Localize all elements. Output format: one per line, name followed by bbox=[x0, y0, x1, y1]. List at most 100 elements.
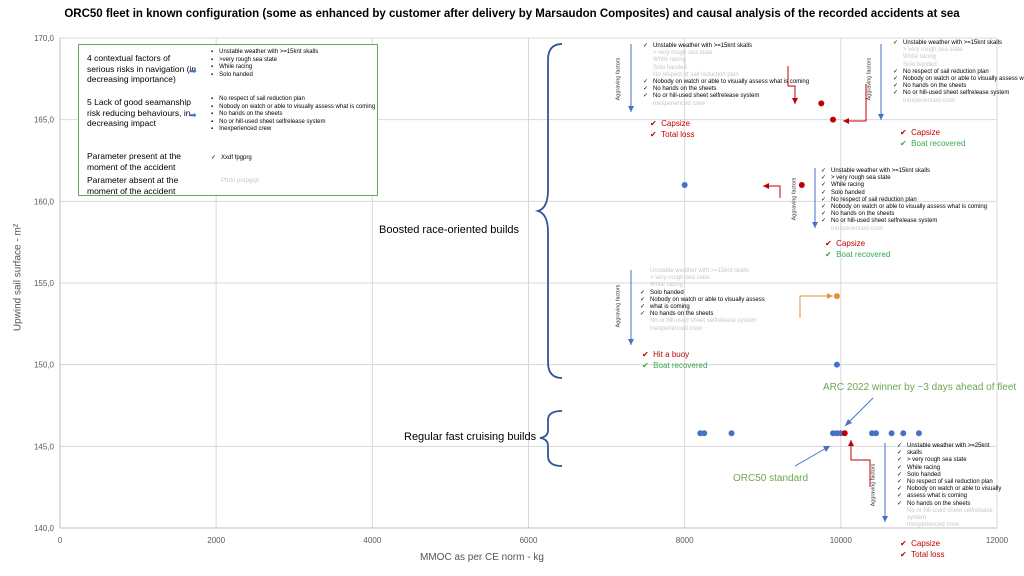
legend-item: >very rough sea state bbox=[211, 57, 318, 65]
connector-4 bbox=[799, 295, 833, 318]
legend-group2-title: 5 Lack of good seamanship risk reducing … bbox=[87, 97, 191, 128]
check-icon: ✓ bbox=[821, 182, 827, 189]
factor-line: ✓ No hands on the sheets bbox=[893, 83, 967, 90]
aggr-factors-label: Aggraving factors bbox=[615, 284, 622, 328]
factor-line: ✓ No respect of sail reduction plan bbox=[893, 68, 989, 75]
factor-line: ✓ what is coming bbox=[640, 304, 690, 311]
check-icon: ✔ bbox=[650, 130, 657, 139]
arc-winner-label: ARC 2022 winner by ~3 days ahead of flee… bbox=[823, 382, 1017, 393]
data-point bbox=[701, 430, 708, 437]
aggr-factors-label: Aggraving factors bbox=[615, 57, 622, 101]
factor-line: ✓ Nobody on watch or able to visually ass… bbox=[643, 79, 810, 86]
legend-item: No hands on the sheets bbox=[211, 111, 375, 119]
factor-note-2: ✓ Unstable weather with >=15knt skalls > v… bbox=[893, 40, 1024, 105]
legend-absent-label: Parameter absent at the moment of the ac… bbox=[87, 175, 179, 196]
factor-line: Solo handed bbox=[653, 64, 687, 71]
y-tick-label: 155,0 bbox=[34, 279, 55, 288]
factor-line: ✓ No or hill-used sheet selfrelease syste… bbox=[643, 93, 760, 100]
check-icon: ✔ bbox=[900, 128, 907, 137]
arrow-head-icon bbox=[882, 516, 888, 522]
x-tick-label: 0 bbox=[58, 536, 63, 545]
data-point bbox=[833, 293, 840, 300]
x-tick-label: 8000 bbox=[676, 536, 694, 545]
factor-line: ✓ No hands on the sheets bbox=[643, 86, 717, 93]
check-icon: ✓ bbox=[897, 479, 903, 486]
factor-line: Inexperienced crew bbox=[907, 522, 960, 529]
factor-line: ✓ assess what is coming bbox=[897, 493, 968, 500]
axis-ticks: 0 2000 4000 6000 8000 10000 12000 140,0 145,0 150… bbox=[34, 34, 1009, 545]
brace-regular bbox=[539, 410, 563, 467]
check-icon: ✓ bbox=[821, 196, 827, 203]
check-icon: ✓ bbox=[643, 79, 649, 86]
factor-line: ✓ Nobody on watch or able to visually ass… bbox=[640, 296, 765, 303]
factor-line: While racing bbox=[653, 57, 687, 64]
arrow-head-icon bbox=[827, 293, 833, 299]
aggr-factors-label: Aggraving factors bbox=[866, 57, 873, 101]
brace-boosted bbox=[534, 43, 563, 379]
check-icon: ✓ bbox=[897, 471, 903, 478]
check-icon: ✔ bbox=[900, 539, 907, 548]
connector-standard bbox=[794, 445, 831, 467]
data-point bbox=[872, 430, 879, 437]
legend-item: Nobody on watch or able to visually asse… bbox=[211, 104, 375, 112]
factor-line: ✓ Unstable weather with >=15knt skalls bbox=[893, 40, 1003, 46]
legend-item: Solo handed bbox=[211, 72, 318, 80]
legend-item: No or hill-used sheet selfrelease system bbox=[211, 119, 375, 127]
y-tick-label: 140,0 bbox=[34, 524, 55, 533]
factor-note-1: ✓ Unstable weather with >=15knt skalls > v… bbox=[643, 43, 809, 108]
factor-line: ✓ Unstable weather with >=15knt skalls bbox=[821, 168, 931, 174]
arrow-head-icon bbox=[763, 183, 769, 189]
factor-line: ✓ Solo handed bbox=[821, 189, 865, 196]
check-icon: ✓ bbox=[640, 296, 646, 303]
connector-3 bbox=[763, 185, 781, 198]
legend-item: Unstable weather with >=15knt skalls bbox=[211, 49, 318, 57]
factor-line: ✓ Nobody on watch or able to visually ass… bbox=[893, 76, 1024, 83]
arrow-head-icon bbox=[812, 222, 818, 228]
outcome-note-4: ✔ Hit a buoy ✔ Boat recovered bbox=[642, 350, 708, 370]
check-icon: ✓ bbox=[821, 211, 827, 218]
factor-line: > very rough sea state bbox=[653, 50, 713, 57]
arrow-head-icon bbox=[792, 98, 798, 104]
factor-line: Inexperienced crew bbox=[653, 100, 706, 107]
factor-line: ✓ Unstable weather with >=25knt bbox=[897, 443, 990, 449]
outcome-note-3: ✔ Capsize ✔ Boat recovered bbox=[825, 239, 891, 259]
check-icon: ✓ bbox=[821, 218, 827, 225]
check-icon: ✓ bbox=[643, 86, 649, 93]
legend-present-sample: ✓ Xxdf fpgprg bbox=[211, 155, 252, 161]
factor-line: ✓ Solo handed bbox=[640, 289, 684, 296]
check-icon: ✓ bbox=[897, 457, 903, 464]
factor-line: ✓ No respect of sail reduction plan bbox=[821, 196, 917, 203]
check-icon: ✓ bbox=[897, 464, 903, 471]
check-icon: ✔ bbox=[642, 350, 649, 359]
x-axis-label: MMOC as per CE norm - kg bbox=[420, 552, 544, 563]
check-icon: ✔ bbox=[825, 250, 832, 259]
x-tick-label: 10000 bbox=[830, 536, 853, 545]
data-points bbox=[681, 100, 922, 437]
legend-group1-list: Unstable weather with >=15knt skalls >ve… bbox=[211, 49, 318, 79]
factor-line: Unstable weather with >=15knt skalls bbox=[650, 268, 750, 274]
check-icon: ✓ bbox=[821, 168, 827, 174]
arrow-head-icon bbox=[628, 106, 634, 112]
factor-line: While racing bbox=[903, 54, 937, 61]
check-icon: ✓ bbox=[640, 289, 646, 296]
factor-line: While racing bbox=[650, 282, 684, 289]
data-point bbox=[681, 182, 688, 188]
factor-line: system bbox=[907, 515, 927, 522]
arrow-head-icon bbox=[845, 419, 852, 426]
factor-line: > very rough sea state bbox=[650, 275, 710, 282]
factor-line: ✓ While racing bbox=[821, 182, 865, 189]
check-icon: ✓ bbox=[893, 68, 899, 75]
check-icon: ✔ bbox=[900, 550, 907, 559]
y-axis-label: Upwind sail surface - m² bbox=[12, 223, 24, 332]
y-tick-label: 165,0 bbox=[34, 116, 55, 125]
x-tick-label: 6000 bbox=[520, 536, 538, 545]
check-icon: ✓ bbox=[897, 486, 903, 493]
check-icon: ✓ bbox=[893, 90, 899, 97]
factor-line: ✓ Solo handed bbox=[897, 471, 941, 478]
factor-line: No or hill-used sheet selfrelease bbox=[907, 507, 993, 514]
factor-line: Inexperienced crew bbox=[650, 325, 703, 332]
factor-line: ✓ Nobody on watch or able to visually ass… bbox=[821, 204, 988, 211]
check-icon: ✓ bbox=[821, 175, 827, 182]
check-icon: ✓ bbox=[897, 500, 903, 507]
check-icon: ✔ bbox=[642, 361, 649, 370]
